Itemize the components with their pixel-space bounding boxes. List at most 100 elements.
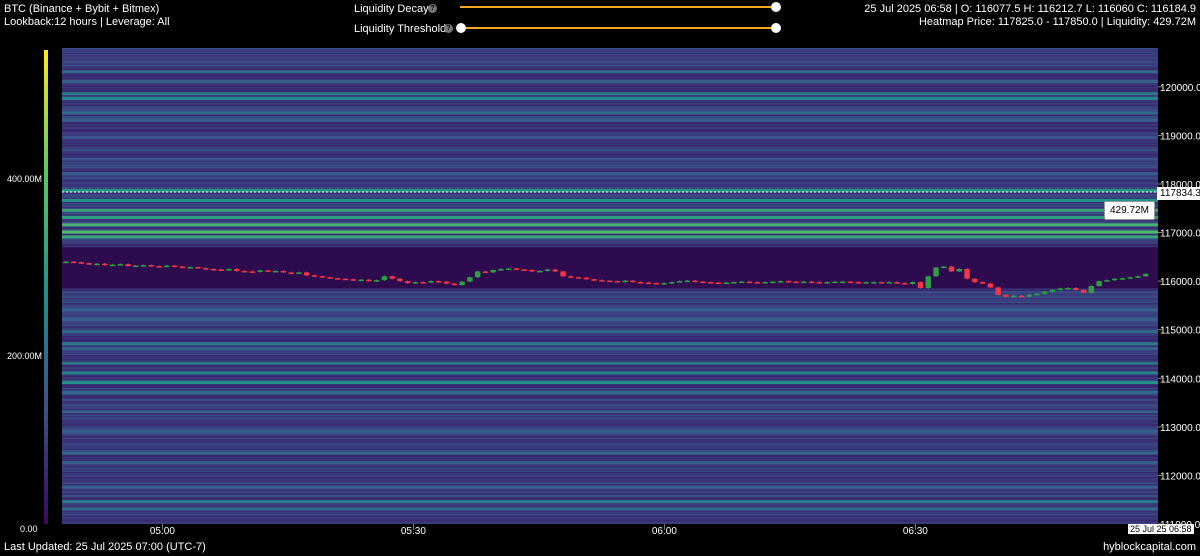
x-last-time-tag: 25 Jul 25 06:58 (1128, 524, 1194, 534)
candle-body (474, 271, 481, 278)
heatmap-cell (62, 378, 1158, 380)
heatmap-cell (62, 207, 1158, 209)
candle-body (941, 266, 947, 269)
liquidity-band (62, 135, 1158, 139)
candle-body (350, 279, 357, 281)
heatmap-cell (62, 513, 1158, 515)
y-tick-label: 116000.0 (1160, 277, 1200, 288)
heatmap-cell (62, 203, 1158, 205)
heatmap-cell (62, 184, 1158, 186)
heatmap-cell (62, 498, 1158, 500)
heatmap-cell (62, 469, 1158, 471)
liquidity-band (62, 92, 1158, 96)
candle-body (257, 270, 263, 272)
heatmap-cell (62, 504, 1158, 506)
liquidity-band (62, 80, 1158, 83)
heatmap-cell (62, 130, 1158, 132)
decay-slider-knob[interactable] (771, 2, 781, 12)
liquidity-decay-slider[interactable] (460, 6, 776, 8)
candle-body (894, 282, 900, 284)
liquidity-band (62, 318, 1158, 321)
candle-body (902, 283, 908, 285)
candle-body (1073, 287, 1079, 290)
candle-body (513, 268, 520, 271)
candle-body (599, 280, 605, 282)
heatmap-cell (62, 517, 1158, 520)
heatmap-cell (62, 458, 1158, 460)
candle-body (171, 265, 178, 268)
heatmap-cell (62, 466, 1158, 469)
heatmap-cell (62, 475, 1158, 477)
threshold-help-icon[interactable]: ? (444, 24, 453, 33)
candle-body (459, 281, 465, 286)
threshold-slider-knob-max[interactable] (771, 23, 781, 33)
candle-body (234, 269, 240, 271)
heatmap-cell (62, 516, 1158, 518)
heatmap-cell (62, 321, 1158, 323)
threshold-slider-knob[interactable] (456, 23, 466, 33)
candle-body (203, 268, 209, 270)
liquidity-threshold-slider[interactable] (460, 27, 776, 29)
candle-body (1049, 289, 1056, 292)
heatmap-cell (62, 357, 1158, 359)
heatmap-cell (62, 233, 1158, 235)
heatmap-cell (62, 338, 1158, 340)
heatmap-cell (62, 350, 1158, 352)
heatmap-cell (62, 61, 1158, 63)
candle-body (1111, 278, 1118, 281)
heatmap-cell (62, 134, 1158, 136)
heatmap-cell (62, 139, 1158, 141)
candle-body (428, 281, 434, 283)
heatmap-cell (62, 375, 1158, 378)
heatmap-cell (62, 288, 1158, 290)
candle-body (498, 269, 504, 271)
candle-body (847, 281, 854, 284)
candle-body (855, 282, 862, 284)
heatmap-cell (62, 186, 1158, 188)
heatmap-cell (62, 503, 1158, 505)
heatmap-cell (62, 407, 1158, 409)
heatmap-cell (62, 443, 1158, 446)
heatmap-cell (62, 313, 1158, 316)
candle-body (443, 281, 450, 284)
heatmap-cell (62, 386, 1158, 388)
candle-body (505, 268, 512, 271)
heatmap-cell (62, 129, 1158, 131)
heatmap-cell (62, 57, 1158, 59)
liquidity-band (62, 410, 1158, 414)
heatmap-cell (62, 367, 1158, 369)
candle-body (187, 267, 193, 269)
candle-body (801, 281, 807, 284)
heatmap-cell (62, 83, 1158, 85)
heatmap-cell (62, 408, 1158, 410)
symbol-title: BTC (Binance + Bybit + Bitmex) (4, 3, 160, 15)
candle-body (739, 281, 745, 284)
candle-body (195, 267, 201, 269)
heatmap-hover-readout: Heatmap Price: 117825.0 - 117850.0 | Liq… (918, 16, 1196, 28)
liquidity-band (62, 308, 1158, 312)
liquidity-band (62, 342, 1158, 346)
heatmap-cell (62, 213, 1158, 215)
heatmap-cell (62, 401, 1158, 403)
heatmap-cell (62, 300, 1158, 302)
candle-body (140, 265, 147, 267)
candle-body (583, 277, 590, 280)
heatmap-cell (62, 175, 1158, 177)
heatmap-cell (62, 204, 1158, 206)
candle-body (1042, 291, 1048, 294)
heatmap-cell (62, 377, 1158, 379)
candle-body (995, 287, 1001, 295)
candle-body (412, 282, 419, 284)
candle-body (537, 270, 543, 273)
decay-help-icon[interactable]: ? (428, 4, 437, 13)
heatmap-cell (62, 187, 1158, 189)
heatmap-cell (62, 397, 1158, 399)
heatmap-cell (62, 294, 1158, 296)
heatmap-cell (62, 243, 1158, 245)
brand-link[interactable]: hyblockcapital.com (1103, 541, 1196, 553)
heatmap-cell (62, 148, 1158, 150)
liquidity-band (62, 208, 1158, 212)
heatmap-cell (62, 424, 1158, 426)
heatmap-cell (62, 423, 1158, 425)
